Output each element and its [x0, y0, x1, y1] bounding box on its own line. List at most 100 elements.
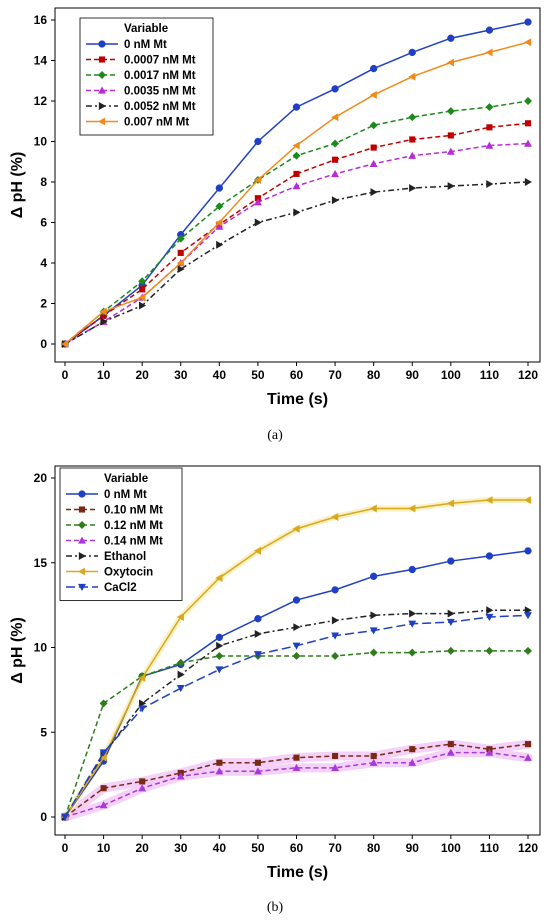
- data-point: [254, 195, 261, 202]
- data-point: [138, 784, 147, 792]
- legend-marker: [98, 56, 106, 63]
- data-point: [99, 307, 107, 316]
- y-tick-label: 4: [40, 256, 47, 270]
- legend-marker: [98, 102, 106, 110]
- data-point: [369, 572, 378, 580]
- data-point: [369, 121, 378, 130]
- legend-marker: [78, 567, 86, 576]
- data-point: [486, 124, 493, 131]
- data-point: [524, 139, 532, 147]
- legend-label: 0.007 nM Mt: [124, 117, 189, 129]
- data-point: [215, 633, 224, 642]
- data-point: [486, 180, 494, 188]
- data-point: [292, 141, 300, 150]
- data-point: [176, 234, 185, 243]
- x-tick-label: 0: [62, 368, 69, 382]
- legend-marker: [98, 117, 106, 126]
- data-point: [524, 741, 532, 748]
- legend-item: 0 nM Mt: [86, 39, 167, 51]
- data-point: [253, 546, 262, 555]
- data-point: [369, 648, 378, 657]
- data-point: [446, 107, 455, 116]
- data-point: [331, 763, 340, 772]
- data-point: [446, 58, 455, 67]
- data-point: [216, 759, 223, 766]
- data-point: [486, 606, 494, 615]
- legend-marker: [78, 490, 86, 498]
- data-point: [215, 184, 224, 192]
- data-point: [408, 648, 417, 657]
- data-point: [215, 652, 224, 660]
- data-point: [139, 778, 146, 785]
- legend-item: 0 nM Mt: [66, 489, 147, 501]
- legend-item: 0.10 nM Mt: [66, 505, 163, 517]
- y-tick-label: 2: [40, 297, 47, 311]
- data-point: [485, 141, 494, 149]
- data-point: [99, 699, 108, 708]
- x-tick-label: 100: [441, 841, 461, 855]
- data-point: [446, 147, 455, 155]
- data-point: [446, 748, 455, 756]
- x-tick-label: 110: [480, 368, 500, 382]
- legend-item: 0.007 nM Mt: [86, 117, 189, 129]
- y-tick-label: 10: [34, 135, 48, 149]
- legend-marker: [78, 506, 86, 513]
- legend-item: Ethanol: [66, 551, 146, 563]
- data-point: [369, 504, 377, 513]
- x-tick-label: 120: [518, 368, 538, 382]
- data-point: [292, 642, 301, 650]
- data-point: [177, 265, 185, 274]
- data-point: [369, 90, 377, 99]
- data-point: [524, 496, 532, 504]
- data-point: [331, 85, 339, 93]
- data-point: [524, 547, 532, 555]
- data-point: [409, 746, 416, 753]
- x-tick-label: 90: [406, 841, 420, 855]
- legend-label: 0.0017 nM Mt: [124, 70, 196, 82]
- x-tick-label: 90: [406, 368, 420, 382]
- legend-label: CaCl2: [104, 582, 137, 594]
- data-point: [293, 208, 301, 217]
- legend-item: CaCl2: [66, 582, 137, 594]
- y-axis-label: Δ pH (%): [9, 152, 26, 219]
- legend-label: 0.12 nM Mt: [104, 520, 163, 532]
- data-point: [100, 317, 108, 326]
- data-point: [293, 754, 300, 761]
- data-point: [369, 758, 378, 766]
- data-point: [292, 182, 301, 190]
- x-tick-label: 20: [135, 368, 149, 382]
- legend-marker: [78, 536, 86, 544]
- data-point: [408, 758, 417, 766]
- legend-label: 0 nM Mt: [104, 489, 147, 501]
- data-point: [370, 752, 377, 760]
- data-point: [524, 18, 532, 26]
- legend-title: Variable: [124, 23, 168, 35]
- data-point: [215, 202, 224, 211]
- x-tick-label: 30: [174, 841, 188, 855]
- data-point: [254, 137, 262, 146]
- data-point: [409, 136, 416, 143]
- data-point: [408, 620, 417, 628]
- x-tick-label: 110: [480, 841, 500, 855]
- legend-marker: [78, 583, 86, 591]
- data-point: [215, 767, 224, 775]
- legend: Variable 0 nM Mt 0.0007 nM Mt 0.0017 nM Mt 0…: [79, 17, 214, 136]
- data-point: [253, 767, 262, 775]
- y-tick-label: 5: [40, 725, 47, 739]
- data-point: [332, 156, 339, 163]
- data-point: [524, 646, 532, 655]
- data-point: [485, 48, 493, 57]
- data-point: [254, 629, 262, 638]
- data-point: [447, 132, 454, 139]
- data-point: [139, 286, 146, 293]
- x-tick-label: 70: [328, 841, 342, 855]
- data-point: [138, 705, 147, 713]
- data-point: [215, 666, 224, 674]
- data-point: [215, 574, 223, 582]
- data-point: [485, 646, 494, 655]
- legend-marker: [98, 86, 106, 94]
- data-point: [370, 144, 377, 151]
- legend-label: 0 nM Mt: [124, 39, 167, 51]
- legend-marker: [98, 71, 106, 79]
- data-point: [408, 151, 417, 159]
